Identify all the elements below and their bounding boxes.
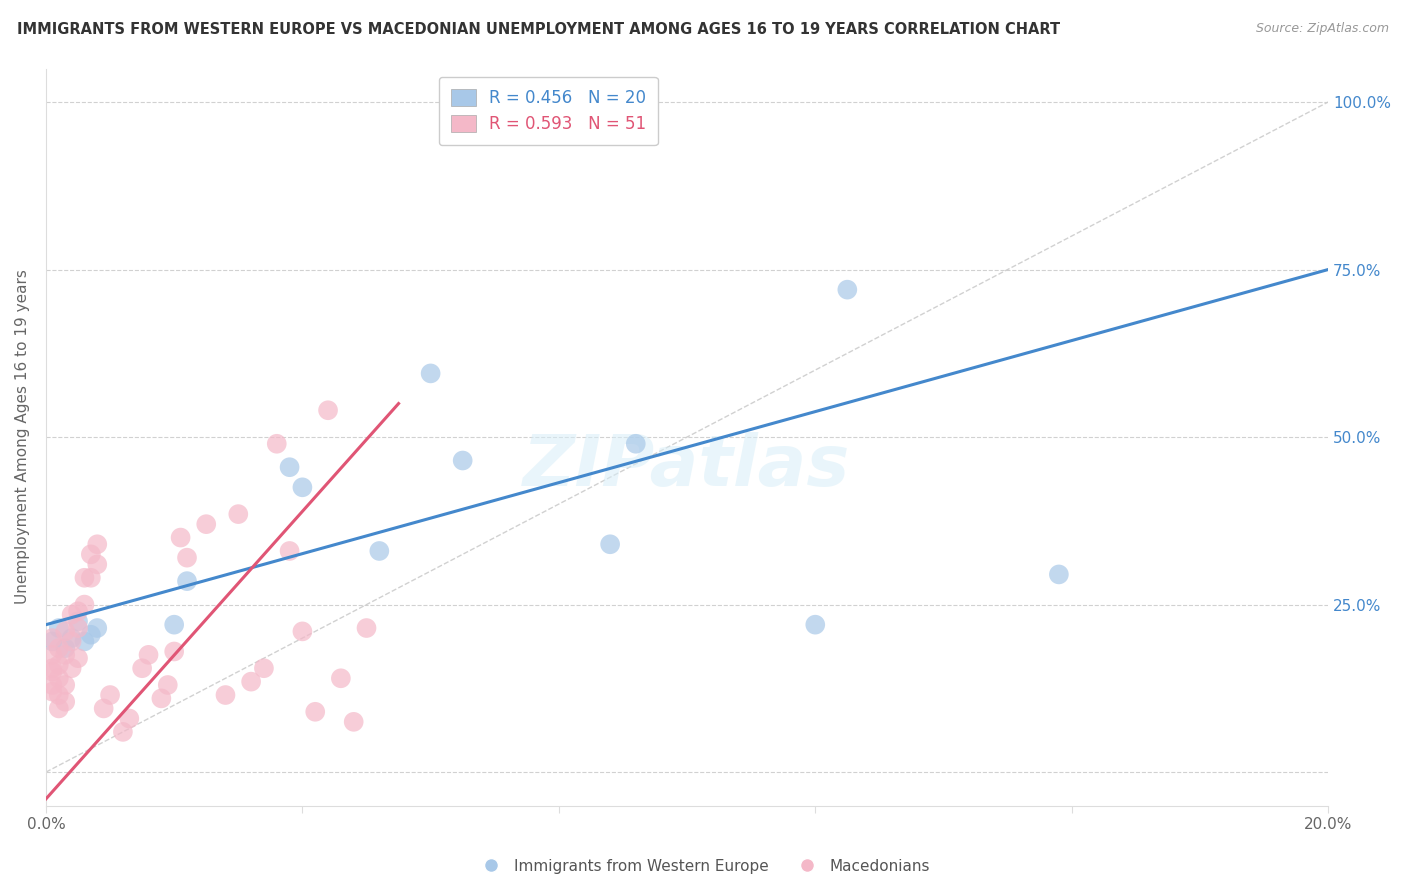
- Point: [48, 671, 70, 685]
- Point: [41, 678, 63, 692]
- Point: [48, 701, 70, 715]
- Point: [41, 648, 63, 662]
- Point: [214, 688, 236, 702]
- Point: [195, 517, 218, 532]
- Point: [73, 571, 96, 585]
- Point: [41, 665, 63, 679]
- Point: [368, 544, 391, 558]
- Point: [66, 651, 89, 665]
- Point: [60, 631, 83, 645]
- Point: [41, 684, 63, 698]
- Point: [291, 480, 314, 494]
- Point: [163, 617, 186, 632]
- Point: [53, 641, 76, 656]
- Point: [304, 705, 326, 719]
- Point: [73, 634, 96, 648]
- Point: [80, 547, 103, 561]
- Text: ZIPatlas: ZIPatlas: [523, 432, 851, 501]
- Point: [329, 671, 352, 685]
- Point: [599, 537, 621, 551]
- Point: [53, 624, 76, 639]
- Point: [156, 678, 179, 692]
- Point: [48, 621, 70, 635]
- Point: [131, 661, 153, 675]
- Point: [66, 621, 89, 635]
- Point: [86, 558, 108, 572]
- Point: [253, 661, 276, 675]
- Point: [1047, 567, 1070, 582]
- Point: [419, 367, 441, 381]
- Point: [451, 453, 474, 467]
- Y-axis label: Unemployment Among Ages 16 to 19 years: Unemployment Among Ages 16 to 19 years: [15, 269, 30, 605]
- Point: [291, 624, 314, 639]
- Point: [226, 507, 249, 521]
- Point: [60, 661, 83, 675]
- Point: [48, 641, 70, 656]
- Legend: Immigrants from Western Europe, Macedonians: Immigrants from Western Europe, Macedoni…: [470, 853, 936, 880]
- Point: [60, 607, 83, 622]
- Point: [356, 621, 378, 635]
- Point: [118, 711, 141, 725]
- Point: [278, 544, 301, 558]
- Legend: R = 0.456   N = 20, R = 0.593   N = 51: R = 0.456 N = 20, R = 0.593 N = 51: [439, 77, 658, 145]
- Point: [343, 714, 366, 729]
- Point: [176, 550, 198, 565]
- Point: [138, 648, 160, 662]
- Point: [86, 537, 108, 551]
- Point: [98, 688, 121, 702]
- Point: [53, 695, 76, 709]
- Point: [80, 571, 103, 585]
- Point: [41, 661, 63, 675]
- Point: [48, 688, 70, 702]
- Point: [240, 674, 263, 689]
- Point: [66, 615, 89, 629]
- Point: [163, 644, 186, 658]
- Point: [266, 436, 288, 450]
- Point: [73, 598, 96, 612]
- Point: [48, 657, 70, 672]
- Point: [169, 531, 191, 545]
- Point: [86, 621, 108, 635]
- Point: [150, 691, 173, 706]
- Point: [53, 648, 76, 662]
- Point: [804, 617, 827, 632]
- Point: [278, 460, 301, 475]
- Text: Source: ZipAtlas.com: Source: ZipAtlas.com: [1256, 22, 1389, 36]
- Point: [316, 403, 339, 417]
- Point: [93, 701, 115, 715]
- Point: [53, 678, 76, 692]
- Point: [111, 725, 134, 739]
- Point: [176, 574, 198, 588]
- Point: [66, 604, 89, 618]
- Point: [624, 436, 647, 450]
- Point: [60, 634, 83, 648]
- Text: IMMIGRANTS FROM WESTERN EUROPE VS MACEDONIAN UNEMPLOYMENT AMONG AGES 16 TO 19 YE: IMMIGRANTS FROM WESTERN EUROPE VS MACEDO…: [17, 22, 1060, 37]
- Point: [41, 631, 63, 645]
- Point: [80, 628, 103, 642]
- Point: [837, 283, 859, 297]
- Point: [41, 634, 63, 648]
